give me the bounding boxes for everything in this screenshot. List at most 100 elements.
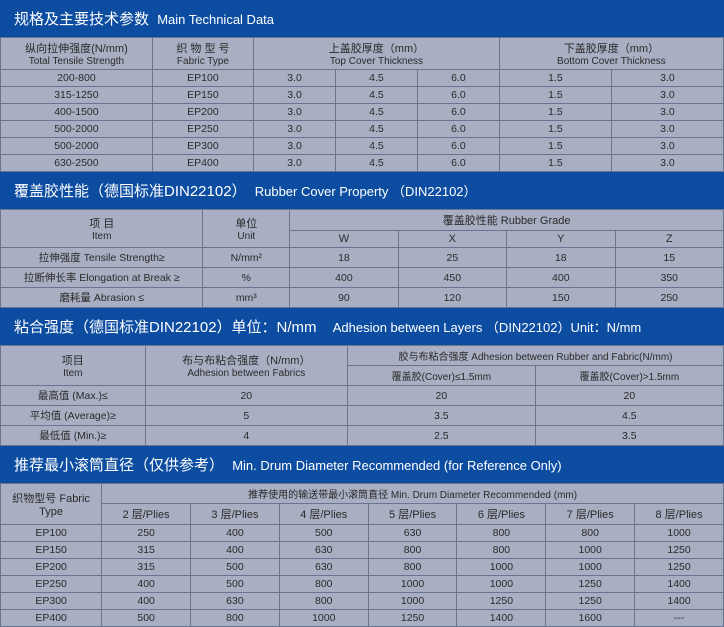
table-cell: 500 bbox=[102, 610, 191, 627]
table-cell: 630 bbox=[191, 593, 280, 610]
section3-title-cn: 粘合强度（德国标准DIN22102）单位：N/mm bbox=[14, 319, 317, 336]
table-cell: 1250 bbox=[635, 542, 724, 559]
table-cell: 1.5 bbox=[499, 87, 611, 104]
table-cell: 350 bbox=[615, 268, 724, 288]
s4-sub: 推荐使用的输送带最小滚筒直径 Min. Drum Diameter Recomm… bbox=[102, 484, 724, 504]
table-cell: 6.0 bbox=[417, 121, 499, 138]
table-row: 最低值 (Min.)≥42.53.5 bbox=[1, 426, 724, 446]
table-cell: 4.5 bbox=[335, 155, 417, 172]
table-cell: 3.0 bbox=[611, 138, 723, 155]
table-cell: EP400 bbox=[152, 155, 253, 172]
table-cell: 1000 bbox=[457, 576, 546, 593]
table-cell: 18 bbox=[290, 248, 398, 268]
table-cell: 1.5 bbox=[499, 104, 611, 121]
table-cell: 500 bbox=[191, 559, 280, 576]
table-cell: 1.5 bbox=[499, 121, 611, 138]
table-cell: 315 bbox=[102, 542, 191, 559]
section3-title-en: Adhesion between Layers （DIN22102）Unit：N… bbox=[333, 320, 642, 335]
table-cell: 20 bbox=[145, 386, 347, 406]
s2-item-en: Item bbox=[5, 231, 198, 242]
table-cell: 3.0 bbox=[254, 121, 336, 138]
table-cell: 250 bbox=[615, 288, 724, 308]
table-cell: 4.5 bbox=[535, 406, 723, 426]
table-cell: EP150 bbox=[152, 87, 253, 104]
table-cell: 3.0 bbox=[611, 104, 723, 121]
table-cell: 630 bbox=[368, 525, 457, 542]
table-cell: 800 bbox=[457, 542, 546, 559]
table-cell: 200-800 bbox=[1, 70, 153, 87]
table-row: EP3004006308001000125012501400 bbox=[1, 593, 724, 610]
table-cell: 1400 bbox=[635, 593, 724, 610]
table-cell: 250 bbox=[102, 525, 191, 542]
table-cell: EP150 bbox=[1, 542, 102, 559]
s2-y: Y bbox=[507, 231, 615, 248]
s3-cov2: 覆盖胶(Cover)>1.5mm bbox=[535, 366, 723, 386]
s4-p3: 3 层/Plies bbox=[191, 504, 280, 525]
s2-z: Z bbox=[615, 231, 724, 248]
table-row: 500-2000EP2503.04.56.01.53.0 bbox=[1, 121, 724, 138]
table-row: EP15031540063080080010001250 bbox=[1, 542, 724, 559]
table-cell: 1400 bbox=[635, 576, 724, 593]
table-cell: 500 bbox=[279, 525, 368, 542]
s4-p4: 4 层/Plies bbox=[279, 504, 368, 525]
section1-table: 纵向拉伸强度(N/mm) Total Tensile Strength 织 物 … bbox=[0, 37, 724, 172]
table-cell: 1400 bbox=[457, 610, 546, 627]
table-cell: EP250 bbox=[1, 576, 102, 593]
table-cell: EP100 bbox=[152, 70, 253, 87]
section2-table: 项 目 Item 单位 Unit 覆盖胶性能 Rubber Grade W X … bbox=[0, 209, 724, 308]
table-cell: 315 bbox=[102, 559, 191, 576]
table-cell: 800 bbox=[191, 610, 280, 627]
table-cell: EP250 bbox=[152, 121, 253, 138]
table-cell: 4 bbox=[145, 426, 347, 446]
table-cell: 800 bbox=[279, 576, 368, 593]
table-cell: 4.5 bbox=[335, 138, 417, 155]
s3-fab-cn: 布与布粘合强度（N/mm） bbox=[150, 352, 343, 368]
table-cell: 20 bbox=[535, 386, 723, 406]
table-cell: 3.0 bbox=[254, 138, 336, 155]
s3-fab-en: Adhesion between Fabrics bbox=[150, 368, 343, 379]
table-cell: 3.0 bbox=[611, 87, 723, 104]
table-cell: 1000 bbox=[546, 559, 635, 576]
table-cell: 400 bbox=[102, 593, 191, 610]
table-cell: 1250 bbox=[546, 576, 635, 593]
table-cell: 1000 bbox=[546, 542, 635, 559]
table-cell: 3.0 bbox=[611, 70, 723, 87]
table-cell: 3.0 bbox=[611, 155, 723, 172]
table-cell: 400 bbox=[507, 268, 615, 288]
col-tensile-en: Total Tensile Strength bbox=[5, 56, 148, 67]
s3-item-en: Item bbox=[5, 368, 141, 379]
table-cell: 1000 bbox=[368, 593, 457, 610]
table-cell: 3.0 bbox=[254, 70, 336, 87]
table-cell: 150 bbox=[507, 288, 615, 308]
section1-title-en: Main Technical Data bbox=[157, 12, 274, 27]
section4-title-en: Min. Drum Diameter Recommended (for Refe… bbox=[232, 458, 561, 473]
table-cell: 5 bbox=[145, 406, 347, 426]
section2-title-en: Rubber Cover Property （DIN22102） bbox=[255, 184, 477, 199]
table-cell: 1250 bbox=[635, 559, 724, 576]
table-cell: 800 bbox=[279, 593, 368, 610]
table-cell: 120 bbox=[398, 288, 506, 308]
s2-x: X bbox=[398, 231, 506, 248]
table-cell: 2.5 bbox=[348, 426, 536, 446]
table-cell: 400 bbox=[102, 576, 191, 593]
table-row: 200-800EP1003.04.56.01.53.0 bbox=[1, 70, 724, 87]
table-cell: 450 bbox=[398, 268, 506, 288]
section2-title-cn: 覆盖胶性能（德国标准DIN22102） bbox=[14, 183, 247, 200]
table-cell: 400 bbox=[191, 542, 280, 559]
s4-fabric: 织物型号 Fabric Type bbox=[1, 484, 102, 525]
table-cell: 6.0 bbox=[417, 155, 499, 172]
table-cell: % bbox=[203, 268, 290, 288]
table-cell: 800 bbox=[546, 525, 635, 542]
table-cell: 1000 bbox=[635, 525, 724, 542]
table-cell: 800 bbox=[368, 559, 457, 576]
table-cell: 500 bbox=[191, 576, 280, 593]
table-row: 拉断伸长率 Elongation at Break ≥%400450400350 bbox=[1, 268, 724, 288]
col-tensile-cn: 纵向拉伸强度(N/mm) bbox=[5, 40, 148, 56]
table-cell: 1000 bbox=[457, 559, 546, 576]
table-cell: 400-1500 bbox=[1, 104, 153, 121]
table-cell: 800 bbox=[368, 542, 457, 559]
table-cell: 1000 bbox=[368, 576, 457, 593]
s3-cov1: 覆盖胶(Cover)≤1.5mm bbox=[348, 366, 536, 386]
s2-unit-en: Unit bbox=[207, 231, 285, 242]
section1-header: 规格及主要技术参数 Main Technical Data bbox=[0, 0, 724, 37]
